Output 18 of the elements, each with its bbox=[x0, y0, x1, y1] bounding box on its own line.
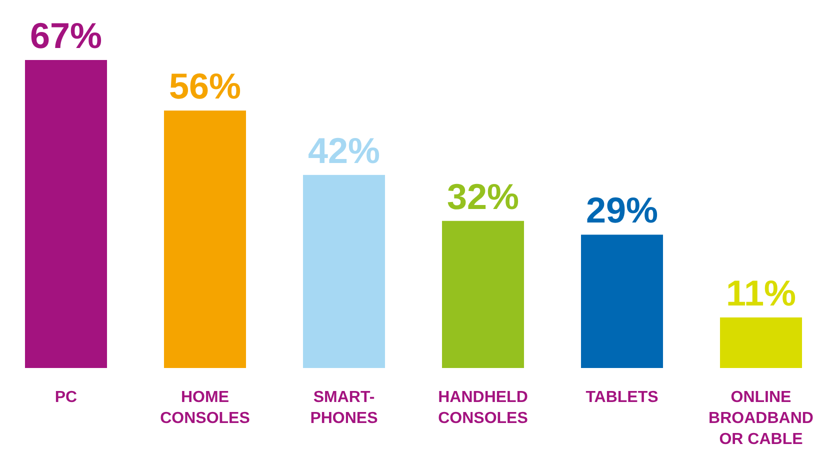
x-tick-label: HOME CONSOLES bbox=[160, 389, 250, 427]
data-label: 32% bbox=[446, 176, 520, 217]
bar bbox=[720, 317, 802, 368]
x-tick-label: ONLINE BROADBAND OR CABLE bbox=[708, 389, 814, 448]
x-tick-label: TABLETS bbox=[586, 389, 659, 406]
bar bbox=[24, 60, 108, 368]
x-tick-label: PC bbox=[54, 389, 78, 406]
data-label: 11% bbox=[726, 272, 796, 314]
data-label: 29% bbox=[586, 190, 658, 231]
data-label: 56% bbox=[168, 66, 242, 107]
x-tick-label: HANDHELD CONSOLES bbox=[438, 389, 528, 427]
bar bbox=[442, 220, 524, 368]
x-tick-label: SMART-PHONES bbox=[310, 389, 378, 427]
bar bbox=[164, 110, 246, 368]
bar bbox=[580, 234, 664, 368]
bar bbox=[302, 174, 386, 368]
data-label: 67% bbox=[30, 15, 102, 56]
data-label: 42% bbox=[308, 130, 380, 171]
